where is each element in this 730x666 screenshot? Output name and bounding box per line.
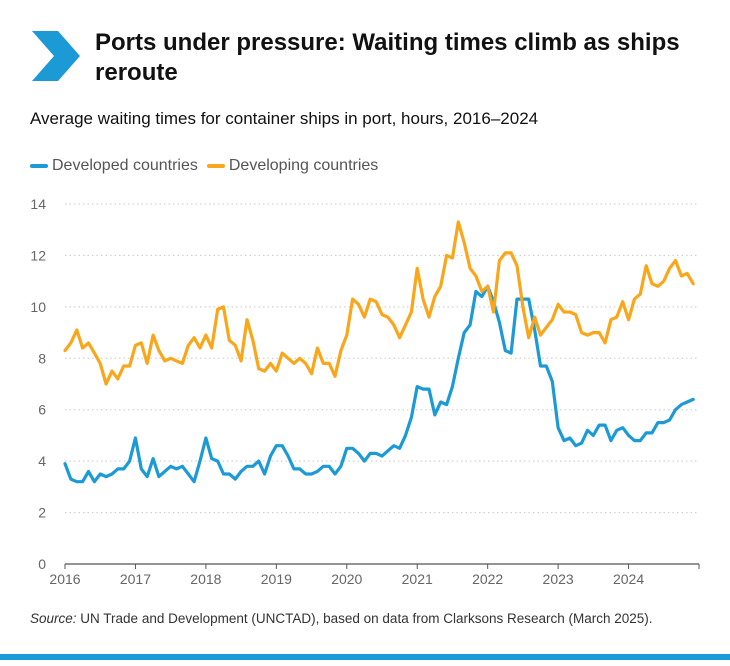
legend: Developed countries Developing countries bbox=[30, 157, 387, 175]
legend-label-developing: Developing countries bbox=[228, 157, 379, 174]
source-label: Source: bbox=[30, 611, 77, 626]
x-tick-label: 2021 bbox=[402, 571, 433, 587]
legend-label-developed: Developed countries bbox=[52, 157, 198, 174]
y-tick-label: 12 bbox=[30, 247, 46, 263]
chart-subtitle: Average waiting times for container ship… bbox=[30, 109, 539, 128]
x-tick-label: 2022 bbox=[472, 571, 503, 587]
y-tick-label: 8 bbox=[38, 350, 46, 366]
series-line-developed bbox=[63, 284, 695, 484]
legend-swatch-developing bbox=[206, 164, 225, 168]
line-chart: 0 2 4 6 8 10 12 14 2016 2017 2018 2019 2020 2021 2022 2… bbox=[30, 196, 700, 587]
series-line-developing bbox=[63, 220, 695, 386]
source-note: Source: UN Trade and Development (UNCTAD… bbox=[30, 611, 653, 626]
x-tick-label: 2019 bbox=[261, 571, 292, 587]
x-tick-label: 2023 bbox=[543, 571, 574, 587]
source-text: UN Trade and Development (UNCTAD), based… bbox=[80, 611, 653, 626]
x-tick-label: 2024 bbox=[613, 571, 644, 587]
legend-swatch-developed bbox=[30, 164, 48, 168]
y-tick-label: 14 bbox=[30, 196, 46, 212]
x-tick-label: 2017 bbox=[120, 571, 151, 587]
legend-item-developing: Developing countries bbox=[206, 157, 379, 175]
x-tick-label: 2018 bbox=[190, 571, 221, 587]
x-tick-label: 2016 bbox=[49, 571, 80, 587]
y-tick-label: 10 bbox=[30, 299, 46, 315]
legend-item-developed: Developed countries bbox=[30, 157, 198, 175]
y-tick-label: 6 bbox=[38, 402, 46, 418]
y-tick-label: 4 bbox=[38, 453, 46, 469]
chevron-right-icon bbox=[32, 31, 80, 81]
chart-title: Ports under pressure: Waiting times clim… bbox=[95, 29, 680, 86]
y-tick-label: 2 bbox=[38, 505, 46, 521]
y-tick-label: 0 bbox=[38, 556, 46, 572]
bottom-accent-bar bbox=[0, 654, 730, 660]
x-tick-label: 2020 bbox=[331, 571, 362, 587]
